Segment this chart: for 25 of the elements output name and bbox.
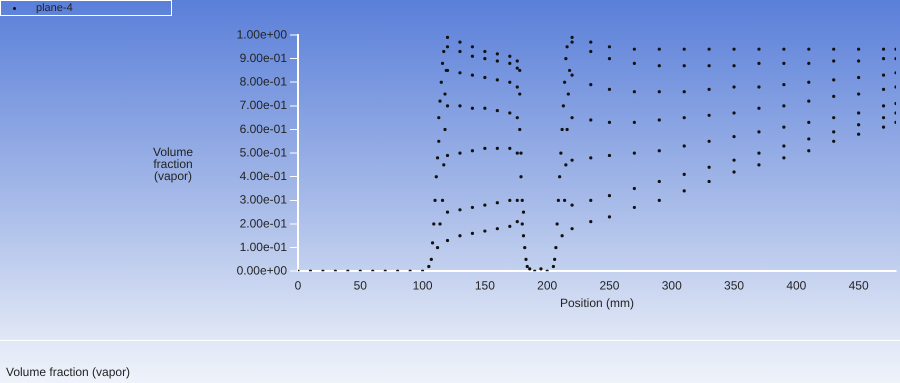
y-tick-label: 5.00e-01 (240, 145, 288, 160)
x-tick-label: 200 (537, 278, 558, 293)
x-tick-label: 400 (786, 278, 807, 293)
y-tick-label: 8.00e-01 (240, 74, 288, 89)
x-axis-title: Position (mm) (560, 296, 634, 310)
x-tick-label: 300 (662, 278, 682, 293)
y-tick-label: 3.00e-01 (240, 192, 288, 207)
y-tick-label: 9.00e-01 (240, 50, 288, 65)
x-tick-label: 0 (294, 278, 302, 293)
y-tick-label: 1.00e+00 (236, 27, 288, 42)
y-tick-label: 6.00e-01 (240, 122, 288, 136)
x-tick-label: 50 (354, 278, 368, 293)
text: Volume fraction (vapor) (6, 365, 130, 379)
y-tick-label: 7.00e-01 (240, 98, 288, 112)
x-tick-label: 250 (599, 278, 620, 293)
x-tick-label: 100 (412, 278, 433, 293)
y-axis-title: Volume fraction (vapor) (152, 145, 194, 183)
x-tick-label: 350 (724, 278, 744, 293)
x-tick-label: 450 (848, 278, 869, 293)
y-tick-label: 0.00e+00 (236, 264, 288, 278)
x-tick-label: 150 (474, 278, 496, 293)
y-tick-label: 4.00e-01 (240, 169, 288, 184)
y-tick-label: 2.00e-01 (240, 216, 288, 230)
y-tick-label: 1.00e-01 (240, 240, 288, 254)
legend-label: plane-4 (36, 2, 73, 14)
